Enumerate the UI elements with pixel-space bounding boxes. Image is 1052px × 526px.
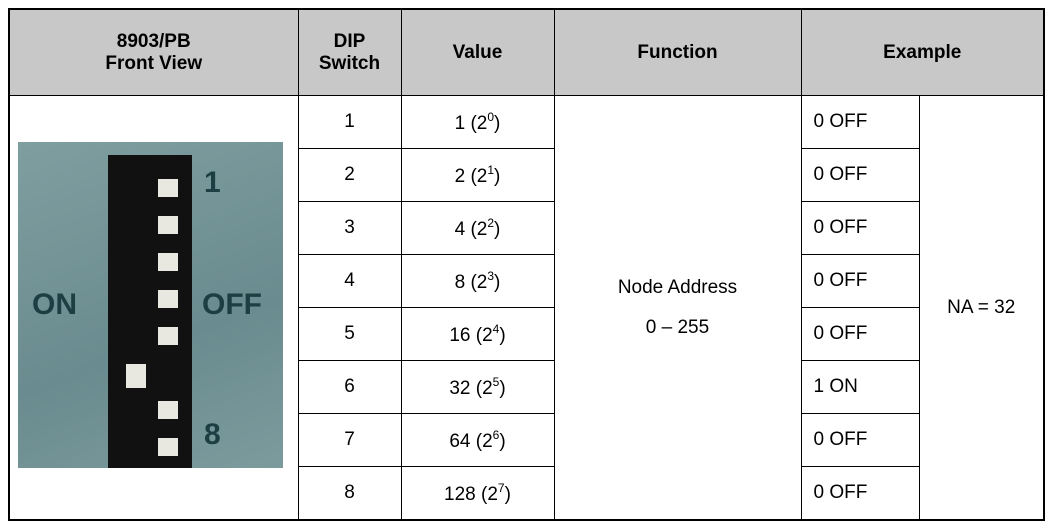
value-exponent: 3: [487, 268, 495, 283]
value-exponent: 7: [497, 480, 505, 495]
switch-cell: 3: [297, 201, 402, 255]
value-tail: ): [499, 377, 506, 399]
header-row: 8903/PB Front View DIP Switch Value Functi…: [8, 8, 1045, 96]
value-tail: ): [504, 483, 511, 505]
switch-cell: 6: [297, 360, 402, 414]
function-cell: Node Address 0 – 255: [553, 95, 802, 521]
example-cell: 0 OFF: [800, 307, 920, 361]
actuator: [158, 179, 178, 197]
example-result: NA = 32: [918, 95, 1045, 521]
value-tail: ): [494, 165, 501, 187]
value-tail: ): [494, 112, 501, 134]
actuator: [158, 216, 178, 234]
value-cell: 64 (26): [400, 413, 555, 467]
example-cell: 0 OFF: [800, 148, 920, 202]
value-text: 4 (2: [454, 218, 488, 240]
switch-cell: 1: [297, 95, 402, 149]
value-tail: ): [494, 271, 501, 293]
example-cell: 0 OFF: [800, 466, 920, 521]
switch-cell: 2: [297, 148, 402, 202]
example-cell: 1 ON: [800, 360, 920, 414]
function-text: 0 – 255: [645, 316, 710, 338]
photo-label: 8: [204, 418, 221, 451]
body-row: 7 64 (26) 0 OFF: [9, 413, 1044, 467]
dip-table: 8903/PB Front View DIP Switch Value Functi…: [8, 8, 1045, 521]
header-cell: Value: [400, 8, 555, 96]
actuator: [126, 364, 146, 388]
actuator: [158, 438, 178, 456]
value-text: 1 (2: [454, 112, 488, 134]
photo-label: OFF: [202, 288, 262, 321]
header-cell: Example: [800, 8, 1045, 96]
header-cell: DIP Switch: [297, 8, 402, 96]
value-text: 128 (2: [444, 483, 498, 505]
value-cell: 4 (22): [400, 201, 555, 255]
value-text: 8 (2: [454, 271, 488, 293]
header-text: Switch: [318, 52, 381, 74]
actuator: [158, 327, 178, 345]
value-exponent: 2: [487, 215, 495, 230]
value-exponent: 6: [492, 427, 500, 442]
actuator: [158, 253, 178, 271]
value-text: 64 (2: [449, 430, 493, 452]
value-cell: 32 (25): [400, 360, 555, 414]
photo-label: 1: [204, 166, 221, 199]
value-cell: 128 (27): [400, 466, 555, 521]
body-row: 6 32 (25) 1 ON: [9, 360, 1044, 414]
function-text: Node Address: [617, 276, 738, 298]
switch-cell: 7: [297, 413, 402, 467]
dip-switch-photo: 1 ON OFF 8: [18, 142, 283, 468]
value-text: 2 (2: [454, 165, 488, 187]
value-exponent: 5: [492, 374, 500, 389]
photo-label: ON: [32, 288, 77, 321]
value-tail: ): [499, 324, 506, 346]
body-row: 8 128 (27) 0 OFF: [9, 466, 1044, 521]
example-cell: 0 OFF: [800, 413, 920, 467]
value-exponent: 0: [487, 109, 495, 124]
header-cell: 8903/PB Front View: [8, 8, 299, 96]
actuator: [158, 401, 178, 419]
switch-body: [108, 155, 192, 468]
value-tail: ): [494, 218, 501, 240]
value-cell: 8 (23): [400, 254, 555, 308]
example-cell: 0 OFF: [800, 254, 920, 308]
switch-cell: 8: [297, 466, 402, 521]
value-exponent: 1: [487, 162, 495, 177]
example-cell: 0 OFF: [800, 201, 920, 255]
header-text: DIP: [333, 30, 366, 52]
value-cell: 16 (24): [400, 307, 555, 361]
header-text: 8903/PB: [116, 30, 191, 52]
value-text: 32 (2: [449, 377, 493, 399]
value-cell: 1 (20): [400, 95, 555, 149]
example-cell: 0 OFF: [800, 95, 920, 149]
switch-cell: 4: [297, 254, 402, 308]
header-cell: Function: [553, 8, 802, 96]
switch-cell: 5: [297, 307, 402, 361]
value-text: 16 (2: [449, 324, 493, 346]
value-cell: 2 (21): [400, 148, 555, 202]
value-tail: ): [499, 430, 506, 452]
actuator: [158, 290, 178, 308]
header-text: Front View: [105, 52, 203, 74]
value-exponent: 4: [492, 321, 500, 336]
